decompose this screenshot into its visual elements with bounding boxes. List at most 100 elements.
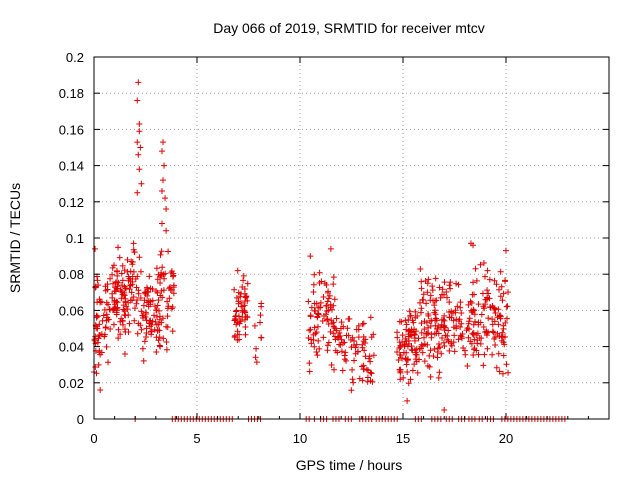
data-point — [356, 375, 363, 382]
data-point — [107, 326, 114, 333]
y-tick-label: 0.02 — [59, 376, 84, 391]
data-point — [475, 351, 482, 358]
data-point — [405, 380, 412, 387]
data-point — [447, 285, 454, 292]
data-point — [397, 368, 404, 375]
data-point — [360, 333, 367, 340]
data-point — [125, 312, 132, 319]
data-point — [131, 317, 138, 324]
data-point — [257, 319, 264, 326]
data-point — [485, 290, 492, 297]
data-point — [426, 352, 433, 359]
y-tick-label: 0.16 — [59, 122, 84, 137]
data-point — [170, 290, 177, 297]
data-point — [123, 303, 130, 310]
data-point — [413, 328, 420, 335]
data-point — [326, 292, 333, 299]
data-point — [139, 345, 146, 352]
data-point — [323, 302, 330, 309]
data-point — [310, 331, 317, 338]
data-point — [441, 279, 448, 286]
data-point — [426, 317, 433, 324]
data-point — [504, 315, 511, 322]
data-point — [362, 353, 369, 360]
data-point — [137, 268, 144, 275]
data-point — [314, 314, 321, 321]
data-point — [367, 314, 374, 321]
data-point — [354, 348, 361, 355]
data-point — [325, 295, 332, 302]
data-point — [135, 79, 142, 86]
data-point — [338, 348, 345, 355]
data-point — [110, 280, 117, 287]
data-point — [399, 332, 406, 339]
data-point — [105, 359, 112, 366]
data-point — [115, 244, 122, 251]
y-tick-label: 0.12 — [59, 195, 84, 210]
data-point — [122, 329, 129, 336]
data-point — [146, 273, 153, 280]
data-point — [148, 328, 155, 335]
data-point — [441, 342, 448, 349]
data-point — [402, 335, 409, 342]
data-point — [457, 299, 464, 306]
data-point — [134, 139, 141, 146]
data-point — [505, 289, 512, 296]
data-point — [258, 334, 265, 341]
data-point — [401, 342, 408, 349]
data-point — [145, 289, 152, 296]
data-point — [310, 288, 317, 295]
data-point — [352, 344, 359, 351]
data-point — [411, 337, 418, 344]
data-point — [105, 316, 112, 323]
data-point — [493, 364, 500, 371]
data-point — [450, 317, 457, 324]
data-point — [239, 283, 246, 290]
data-point — [334, 349, 341, 356]
data-point — [138, 180, 145, 187]
data-point — [114, 285, 121, 292]
data-point — [330, 302, 337, 309]
data-point — [436, 344, 443, 351]
data-point — [469, 330, 476, 337]
data-point — [499, 329, 506, 336]
data-point — [403, 326, 410, 333]
data-point — [307, 253, 314, 260]
data-point — [109, 264, 116, 271]
data-point — [327, 328, 334, 335]
data-point — [126, 320, 133, 327]
data-point — [439, 335, 446, 342]
data-point — [467, 338, 474, 345]
data-point — [466, 318, 473, 325]
data-point — [158, 319, 165, 326]
data-point — [308, 336, 315, 343]
data-point — [99, 317, 106, 324]
y-tick-label: 0.18 — [59, 86, 84, 101]
data-point — [94, 277, 101, 284]
data-point — [231, 286, 238, 293]
data-point — [324, 298, 331, 305]
data-point — [161, 162, 168, 169]
data-point — [407, 376, 414, 383]
data-point — [341, 339, 348, 346]
data-point — [163, 227, 170, 234]
data-point — [475, 319, 482, 326]
data-point — [491, 277, 498, 284]
data-point — [137, 322, 144, 329]
data-point — [110, 262, 117, 269]
data-point — [342, 349, 349, 356]
data-point — [503, 361, 510, 368]
data-point — [103, 343, 110, 350]
data-point — [314, 310, 321, 317]
data-point — [144, 292, 151, 299]
data-point — [464, 363, 471, 370]
data-point — [153, 321, 160, 328]
data-point — [128, 258, 135, 265]
data-point — [160, 335, 167, 342]
data-point — [170, 284, 177, 291]
data-point — [417, 309, 424, 316]
data-point — [136, 120, 143, 127]
data-point — [427, 373, 434, 380]
data-point — [359, 321, 366, 328]
